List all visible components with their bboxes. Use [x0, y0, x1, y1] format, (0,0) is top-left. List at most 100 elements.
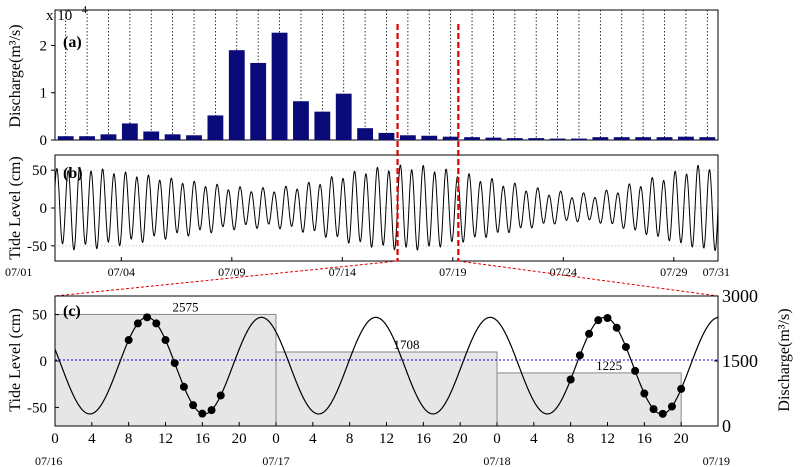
discharge-block-label: 1708 [394, 337, 420, 352]
xtick-hour-label: 16 [416, 431, 432, 447]
xtick-hour-label: 12 [379, 431, 394, 447]
discharge-bar [399, 135, 416, 140]
ytick-label: -50 [27, 239, 47, 255]
discharge-bar [335, 93, 352, 140]
observation-point [640, 389, 649, 398]
xtick-label: 07/14 [329, 265, 356, 279]
observation-point [207, 406, 216, 415]
xtick-date-label: 07/17 [262, 454, 289, 467]
discharge-bar [592, 137, 609, 140]
observation-point [152, 319, 161, 328]
panel-c-xticks: 0 4 8 12 16 20 0 4 8 12 16 20 0 4 8 12 16 20 07/16 07/17 07/… [35, 422, 730, 467]
discharge-block-label: 2575 [173, 299, 199, 314]
observation-point [161, 336, 170, 345]
panel-a-scale-label: x 10 [46, 8, 72, 24]
observation-point [677, 384, 686, 393]
discharge-bar [699, 137, 716, 140]
ytick-label: 50 [32, 163, 47, 179]
xtick-label: 07/24 [550, 265, 577, 279]
xtick-date-label: 07/18 [483, 454, 510, 467]
discharge-bar [613, 137, 630, 140]
panel-c-ylabel-right: Discharge(m³/s) [776, 308, 793, 411]
zoom-connector [54, 260, 398, 297]
discharge-bar [207, 115, 224, 140]
panel-b-ylabel: Tide Level (cm) [7, 156, 24, 259]
discharge-bar [143, 131, 160, 140]
discharge-bar [79, 136, 95, 140]
discharge-bar [314, 111, 331, 140]
observation-point [667, 402, 676, 411]
discharge-bar [164, 134, 181, 140]
xtick-hour-label: 0 [493, 431, 501, 447]
xtick-hour-label: 16 [637, 431, 653, 447]
panel-c-discharge-blocks: 2575 1708 1225 [54, 299, 682, 427]
observation-point [658, 409, 667, 418]
discharge-bar [464, 137, 480, 140]
discharge-bar [442, 136, 459, 140]
ytick-label: 1 [40, 86, 48, 102]
highlight-lines [54, 24, 719, 297]
discharge-bar [100, 134, 117, 140]
xtick-hour-label: 8 [125, 431, 133, 447]
discharge-block-label: 1225 [596, 358, 622, 373]
panel-b-yticks: -50 0 50 [27, 163, 55, 255]
discharge-bar [228, 50, 245, 140]
discharge-block [54, 313, 277, 427]
ytick-label: 2 [40, 38, 48, 54]
discharge-bar [357, 128, 374, 140]
panel-b-label: (b) [63, 165, 83, 182]
panel-a-frame [54, 9, 719, 141]
observation-point [133, 319, 142, 328]
discharge-bar [506, 138, 523, 140]
xtick-hour-label: 12 [158, 431, 173, 447]
xtick-hour-label: 8 [567, 431, 575, 447]
xtick-date-label: 07/16 [35, 454, 62, 467]
xtick-hour-label: 4 [530, 431, 538, 447]
xtick-hour-label: 0 [51, 431, 59, 447]
panel-b-tide-line [54, 164, 719, 252]
observation-point [612, 323, 621, 332]
ytick-label: 50 [32, 308, 47, 324]
observation-point [124, 336, 133, 345]
discharge-block [275, 351, 498, 427]
observation-point [189, 401, 198, 410]
observation-point [585, 329, 594, 338]
observation-point [631, 366, 640, 375]
panel-a: 0 1 2 (a) x 10 4 Discharge(m³/s) [7, 5, 719, 149]
xtick-hour-label: 12 [600, 431, 615, 447]
discharge-bar [485, 137, 502, 140]
xtick-label: 07/01 [5, 265, 32, 279]
discharge-bar [293, 101, 309, 140]
xtick-label: 07/04 [108, 265, 135, 279]
discharge-bar [57, 136, 74, 140]
discharge-bar [549, 138, 566, 140]
ytick-right-label: 3000 [722, 286, 758, 306]
observation-point [170, 359, 179, 368]
ytick-right-label: 1500 [722, 351, 758, 371]
observation-point [198, 409, 207, 418]
discharge-bar [271, 32, 288, 140]
discharge-bar [678, 136, 694, 140]
discharge-bar [186, 135, 202, 140]
xtick-hour-label: 20 [232, 431, 247, 447]
panel-c-markers [124, 313, 686, 418]
discharge-bar [121, 123, 138, 140]
xtick-hour-label: 16 [195, 431, 211, 447]
discharge-bar [571, 138, 587, 140]
ytick-label: 0 [40, 354, 48, 370]
panel-a-grid [65, 10, 708, 140]
xtick-hour-label: 8 [346, 431, 354, 447]
discharge-bar [421, 135, 438, 140]
ytick-label: 0 [40, 133, 48, 149]
xtick-hour-label: 20 [674, 431, 689, 447]
xtick-hour-label: 4 [88, 431, 96, 447]
panel-a-bars [57, 32, 716, 141]
observation-point [216, 391, 225, 400]
xtick-hour-label: 4 [309, 431, 317, 447]
ytick-label: 0 [40, 201, 48, 217]
discharge-block [496, 372, 682, 427]
panel-c-ylabel: Tide Level (cm) [7, 308, 24, 411]
xtick-label: 07/19 [439, 265, 466, 279]
observation-point [621, 342, 630, 351]
